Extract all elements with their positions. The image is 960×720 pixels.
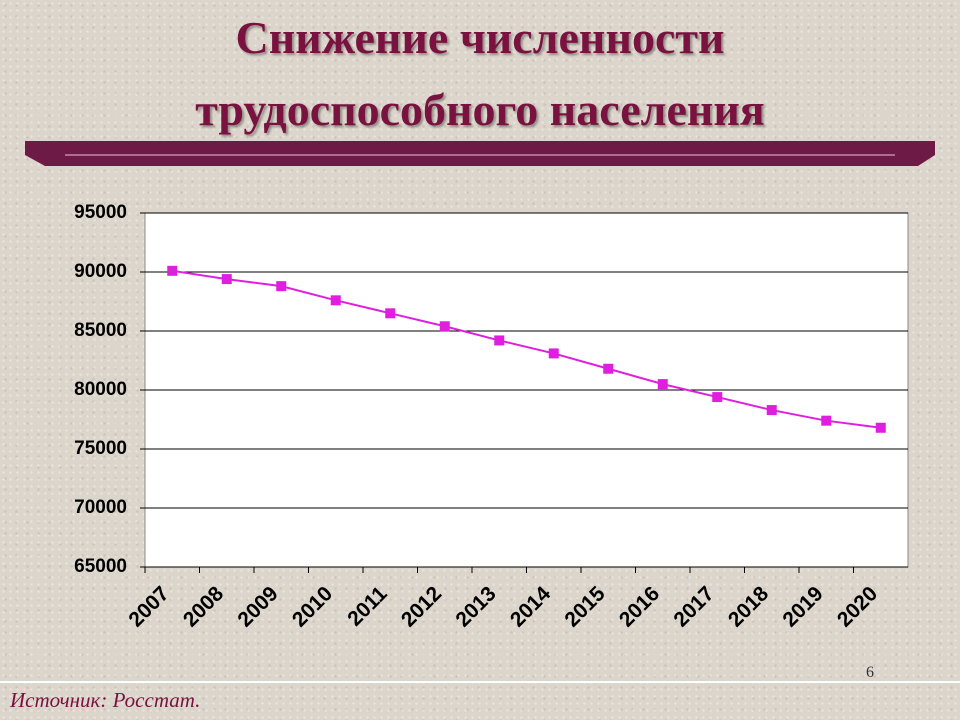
- marker: [712, 392, 723, 403]
- marker: [167, 265, 178, 276]
- x-tick-label: 2007: [124, 582, 173, 631]
- y-tick-label: 90000: [74, 261, 127, 282]
- source: Источник: Росстат.: [10, 688, 201, 712]
- x-tick-label: 2008: [179, 582, 229, 632]
- marker: [548, 348, 559, 359]
- x-tick-label: 2011: [343, 582, 392, 631]
- x-tick-label: 2017: [669, 582, 718, 631]
- line: [172, 269, 881, 429]
- x-tick-label: 2010: [288, 582, 337, 631]
- x-tick-label: 2018: [724, 582, 774, 632]
- title-bar: [25, 141, 935, 166]
- marker: [603, 363, 614, 374]
- x-tick-label: 2016: [615, 582, 664, 631]
- x-tick-label: 2012: [397, 582, 446, 631]
- marker: [221, 274, 232, 285]
- marker: [276, 281, 287, 292]
- marker: [385, 308, 396, 319]
- x-tick-label: 2020: [833, 582, 882, 631]
- page-number: 6: [866, 664, 874, 681]
- marker: [875, 422, 886, 433]
- x-tick-label: 2019: [778, 582, 827, 631]
- chart-title: Снижение численности трудоспособного нас…: [195, 12, 765, 135]
- y-tick-label: 95000: [74, 202, 127, 223]
- y-tick-label: 70000: [74, 497, 127, 518]
- marker: [821, 415, 832, 426]
- footer-line: [0, 681, 960, 683]
- marker: [330, 295, 341, 306]
- marker: [494, 335, 505, 346]
- y-tick-label: 80000: [74, 379, 127, 400]
- marker: [439, 321, 450, 332]
- x-tick-label: 2009: [233, 582, 282, 631]
- marker: [657, 379, 668, 390]
- y-tick-label: 75000: [74, 438, 127, 459]
- marker: [766, 405, 777, 416]
- x-tick-label: 2014: [506, 582, 556, 632]
- y-tick-label: 85000: [74, 320, 127, 341]
- x-tick-label: 2013: [451, 582, 500, 631]
- x-tick-label: 2015: [560, 582, 610, 632]
- y-tick-label: 65000: [74, 556, 127, 577]
